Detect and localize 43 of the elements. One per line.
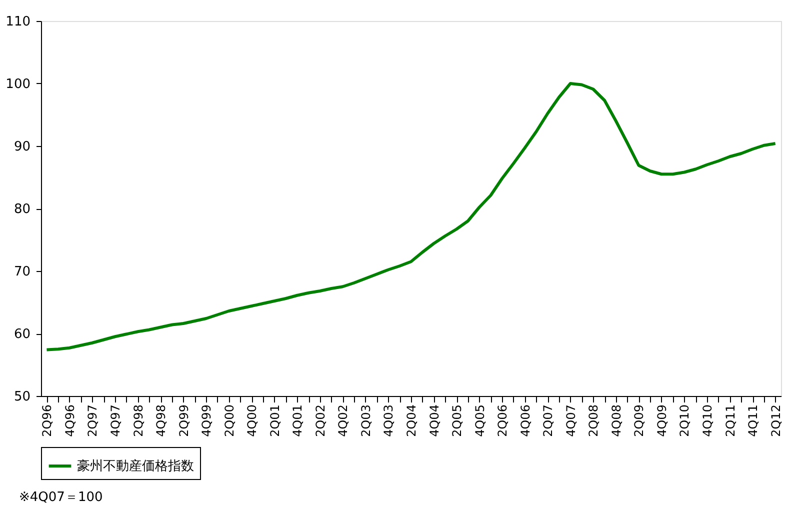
x-tick-label: 4Q08: [609, 404, 624, 437]
x-tick-label: 4Q02: [336, 404, 350, 437]
x-tick-label: 2Q04: [404, 404, 418, 437]
x-tick-label: 4Q01: [290, 404, 305, 437]
y-tick-label: 80: [14, 202, 30, 217]
x-tick-label: 4Q04: [427, 404, 442, 437]
x-tick-label: 2Q06: [496, 404, 510, 437]
x-tick-label: 4Q00: [245, 404, 260, 437]
x-tick-label: 2Q05: [450, 404, 464, 437]
x-tick-label: 2Q12: [768, 404, 783, 437]
x-tick-label: 2Q10: [678, 404, 692, 437]
x-tick-label: 2Q01: [268, 404, 282, 437]
line-series: [45, 82, 777, 352]
x-tick-label: 2Q98: [131, 404, 146, 437]
x-tick-label: 2Q11: [723, 404, 738, 437]
x-tick-label: 4Q96: [62, 404, 77, 437]
x-tick-label: 4Q09: [654, 404, 669, 437]
y-tick-label: 100: [6, 77, 30, 92]
x-tick-label: 2Q03: [358, 404, 373, 437]
text: ※4Q07＝100: [19, 490, 103, 505]
x-tick-label: 2Q02: [313, 404, 328, 437]
x-tick-label: 4Q97: [108, 404, 122, 437]
x-tick-label: 4Q10: [700, 404, 714, 437]
y-tick-label: 60: [14, 327, 30, 342]
x-tick-label: 4Q05: [472, 404, 487, 437]
x-tick-label: 2Q00: [222, 404, 236, 437]
x-tick-label: 4Q06: [518, 404, 532, 437]
x-tick-label: 2Q07: [541, 404, 556, 437]
x-tick-label: 2Q97: [86, 404, 100, 437]
y-tick-label: 90: [14, 140, 30, 154]
x-tick-label: 4Q11: [746, 404, 760, 437]
x-tick-label: 2Q09: [632, 404, 646, 437]
legend-label: 豪州不動産価格指数: [77, 458, 194, 474]
x-tick-label: 4Q07: [564, 404, 578, 437]
y-tick-label: 110: [6, 14, 30, 30]
x-tick-label: 4Q03: [382, 404, 396, 437]
y-tick-label: 70: [14, 264, 30, 280]
x-tick-label: 4Q98: [154, 404, 168, 437]
x-tick-label: 4Q99: [200, 404, 214, 437]
x-tick-label: 2Q08: [586, 404, 601, 437]
x-tick-label: 2Q96: [40, 404, 54, 437]
x-tick-label: 2Q99: [176, 404, 191, 437]
y-tick-label: 50: [14, 390, 30, 404]
